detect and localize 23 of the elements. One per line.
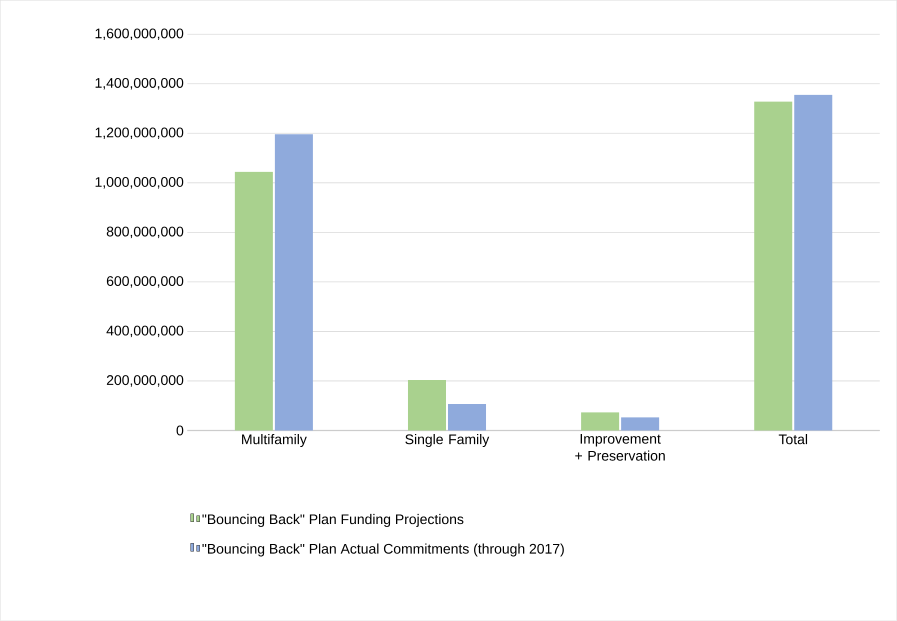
y-tick-label: 1,400,000,000 xyxy=(96,78,184,90)
bar xyxy=(621,417,660,431)
y-tick-label: 1,000,000,000 xyxy=(96,177,184,189)
bar xyxy=(581,412,620,431)
bar xyxy=(754,102,792,431)
y-tick-label: 400,000,000 xyxy=(106,326,184,338)
y-tick-label: 200,000,000 xyxy=(106,375,184,387)
x-tick-label: Total xyxy=(778,434,808,444)
bar xyxy=(274,134,313,431)
x-tick-label: Multifamily xyxy=(242,434,307,448)
legend-label: "Bouncing Back" Plan Actual Commitments (through 2017) xyxy=(202,544,564,557)
x-tick-label: Single Family xyxy=(405,434,490,448)
bar xyxy=(234,172,273,431)
y-tick-label: 0 xyxy=(176,426,184,436)
y-tick-label: 1,600,000,000 xyxy=(96,28,184,40)
y-tick-label: 600,000,000 xyxy=(106,276,184,288)
legend-label: "Bouncing Back" Plan Funding Projections xyxy=(202,514,464,528)
bar xyxy=(448,404,486,431)
x-tick-label: Improvement + Preservation xyxy=(575,434,665,461)
bar xyxy=(794,94,832,431)
y-tick-label: 800,000,000 xyxy=(106,226,184,238)
bar xyxy=(408,380,446,431)
y-tick-label: 1,200,000,000 xyxy=(96,128,184,140)
